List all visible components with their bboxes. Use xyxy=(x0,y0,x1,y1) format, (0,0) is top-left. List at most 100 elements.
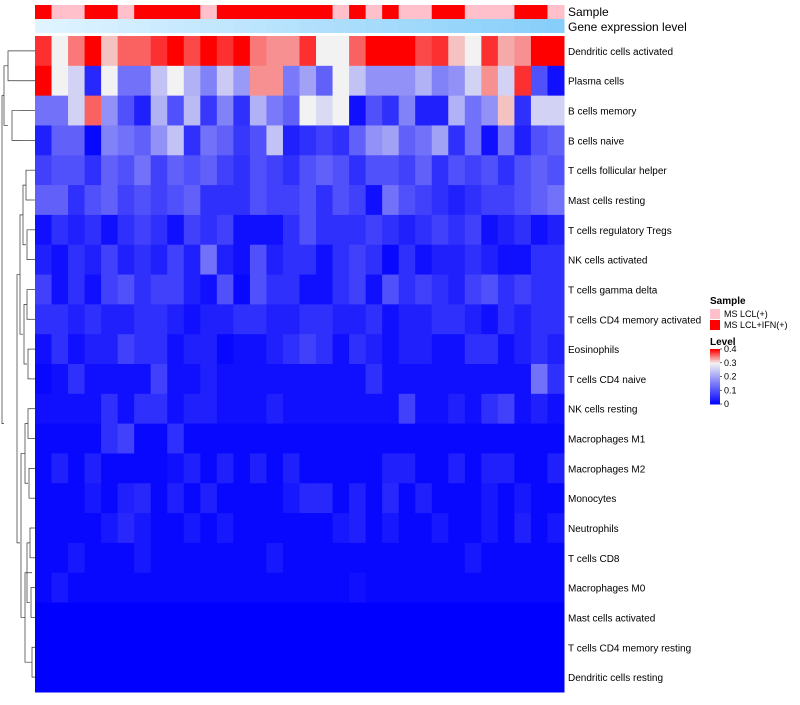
heatmap-cell xyxy=(35,483,53,514)
heatmap-cell xyxy=(84,214,102,246)
sample-annotation-cell xyxy=(415,5,433,19)
heatmap-cell xyxy=(84,662,102,693)
heatmap-cell xyxy=(249,453,267,484)
sample-annotation-cell xyxy=(497,5,515,19)
heatmap-cell xyxy=(514,125,532,156)
heatmap-cell xyxy=(233,662,251,693)
heatmap-cell xyxy=(481,65,499,97)
heatmap-cell xyxy=(481,214,499,246)
heatmap-cell xyxy=(547,572,565,604)
heatmap-cell xyxy=(398,185,416,216)
sample-annotation-cell xyxy=(68,5,86,19)
heatmap-cell xyxy=(150,95,168,126)
heatmap-cell xyxy=(249,244,267,276)
heatmap-cell xyxy=(134,155,152,186)
row-label: Macrophages M2 xyxy=(568,464,646,475)
heatmap-cell xyxy=(464,304,482,335)
heatmap-cell xyxy=(84,125,102,156)
heatmap-cell xyxy=(415,632,433,663)
heatmap-cell xyxy=(431,155,449,186)
heatmap-cell xyxy=(547,483,565,514)
heatmap-cell xyxy=(431,334,449,365)
dendrogram-branch xyxy=(25,169,30,201)
heatmap-cell xyxy=(431,483,449,514)
heatmap-cell xyxy=(497,274,515,305)
heatmap-cell xyxy=(481,125,499,156)
expression-annotation-cell xyxy=(332,19,350,33)
legend-level-gradient xyxy=(710,368,720,371)
heatmap-cell xyxy=(216,244,234,276)
heatmap-cell xyxy=(134,364,152,395)
heatmap-cell xyxy=(134,36,152,67)
heatmap-cell xyxy=(415,662,433,693)
heatmap-cell xyxy=(282,334,300,365)
heatmap-cell xyxy=(349,602,367,633)
heatmap-cell xyxy=(464,244,482,276)
heatmap-cell xyxy=(382,364,400,395)
sample-annotation-cell xyxy=(167,5,185,19)
heatmap-cell xyxy=(349,155,367,186)
sample-annotation-cell xyxy=(216,5,234,19)
heatmap-cell xyxy=(216,65,234,97)
heatmap-cell xyxy=(316,662,334,693)
heatmap-cell xyxy=(35,274,53,305)
heatmap-cell xyxy=(415,244,433,276)
heatmap-cell xyxy=(84,334,102,365)
heatmap-cell xyxy=(464,572,482,604)
heatmap-cell xyxy=(68,393,86,425)
heatmap-cell xyxy=(282,542,300,574)
heatmap-cell xyxy=(266,453,284,484)
heatmap-cell xyxy=(35,513,53,544)
row-label: Eosinophils xyxy=(568,345,619,356)
heatmap-cell xyxy=(249,36,267,67)
legend-sample-title: Sample xyxy=(710,296,746,307)
heatmap-cell xyxy=(167,632,185,663)
heatmap-cell xyxy=(316,423,334,454)
heatmap-cell xyxy=(134,453,152,484)
heatmap-cell xyxy=(332,364,350,395)
sample-annotation-cell xyxy=(233,5,251,19)
heatmap-cell xyxy=(365,393,383,425)
heatmap-cell xyxy=(316,185,334,216)
heatmap-cell xyxy=(481,632,499,663)
heatmap-cell xyxy=(448,244,466,276)
heatmap-cell xyxy=(200,65,218,97)
heatmap-cell xyxy=(299,244,317,276)
heatmap-cell xyxy=(415,274,433,305)
heatmap-cell xyxy=(415,483,433,514)
heatmap-cell xyxy=(183,36,201,67)
expression-annotation-cell xyxy=(382,19,400,33)
sample-annotation-cell xyxy=(398,5,416,19)
heatmap-cell xyxy=(200,423,218,454)
heatmap-cell xyxy=(167,542,185,574)
heatmap-cell xyxy=(51,214,69,246)
expression-annotation-cell xyxy=(299,19,317,33)
heatmap-cell xyxy=(316,244,334,276)
legend-level-gradient xyxy=(710,393,720,395)
heatmap-cell xyxy=(216,632,234,663)
heatmap-cell xyxy=(216,364,234,395)
row-label: T cells CD4 memory activated xyxy=(568,315,701,326)
heatmap-cell xyxy=(167,513,185,544)
expression-annotation-cell xyxy=(282,19,300,33)
heatmap-cell xyxy=(299,542,317,574)
heatmap-cell xyxy=(514,95,532,126)
dendrogram-branch xyxy=(27,348,30,380)
heatmap-cell xyxy=(481,483,499,514)
legend-level-gradient xyxy=(710,351,720,354)
heatmap-cell xyxy=(382,393,400,425)
heatmap-cell xyxy=(167,125,185,156)
heatmap-cell xyxy=(497,304,515,335)
heatmap-cell xyxy=(349,214,367,246)
heatmap-cell xyxy=(134,423,152,454)
heatmap-cell xyxy=(497,244,515,276)
heatmap-cell xyxy=(349,185,367,216)
heatmap-cell xyxy=(117,423,135,454)
heatmap-cell xyxy=(68,95,86,126)
legend-level-gradient xyxy=(710,349,720,351)
heatmap-cell xyxy=(101,244,119,276)
heatmap-cell xyxy=(530,95,548,126)
heatmap-cell xyxy=(365,572,383,604)
heatmap-cell xyxy=(183,244,201,276)
heatmap-cell xyxy=(332,214,350,246)
